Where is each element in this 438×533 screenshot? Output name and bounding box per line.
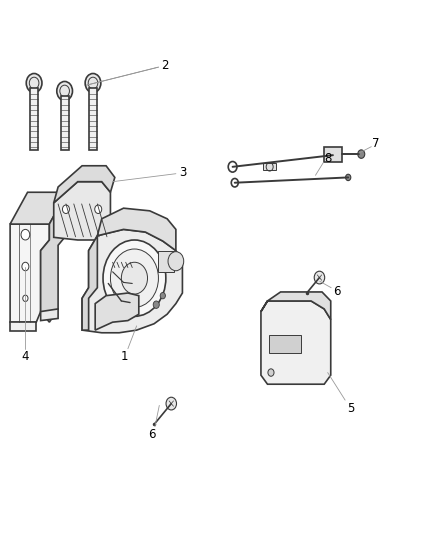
Polygon shape: [53, 182, 110, 240]
Circle shape: [121, 262, 147, 294]
Text: 4: 4: [21, 350, 29, 363]
Polygon shape: [323, 147, 341, 161]
Polygon shape: [30, 88, 38, 150]
Text: 1: 1: [120, 350, 128, 363]
Circle shape: [314, 271, 324, 284]
Text: 8: 8: [323, 152, 331, 165]
Polygon shape: [262, 163, 276, 170]
Circle shape: [103, 240, 166, 317]
Polygon shape: [10, 224, 49, 322]
Polygon shape: [60, 96, 68, 150]
Polygon shape: [53, 166, 115, 203]
Polygon shape: [95, 293, 138, 330]
Circle shape: [153, 301, 159, 309]
Polygon shape: [10, 192, 67, 224]
Circle shape: [62, 205, 69, 214]
Text: 3: 3: [178, 166, 186, 179]
Polygon shape: [41, 192, 67, 322]
Circle shape: [110, 249, 158, 308]
Circle shape: [57, 82, 72, 101]
Polygon shape: [89, 88, 97, 150]
Circle shape: [357, 150, 364, 158]
Circle shape: [166, 397, 176, 410]
Polygon shape: [158, 251, 173, 272]
Circle shape: [26, 74, 42, 93]
Circle shape: [95, 205, 102, 214]
Polygon shape: [82, 236, 97, 330]
Text: 5: 5: [346, 402, 353, 415]
Circle shape: [85, 74, 101, 93]
Polygon shape: [97, 208, 176, 251]
Text: 7: 7: [371, 137, 378, 150]
Polygon shape: [260, 301, 330, 384]
Circle shape: [22, 262, 29, 271]
Text: 2: 2: [161, 59, 168, 71]
Text: 6: 6: [148, 427, 155, 441]
Text: 6: 6: [332, 286, 339, 298]
Circle shape: [168, 252, 184, 271]
Circle shape: [267, 369, 273, 376]
Circle shape: [160, 293, 165, 299]
Polygon shape: [268, 335, 300, 353]
Polygon shape: [260, 292, 330, 319]
Circle shape: [345, 174, 350, 181]
Polygon shape: [41, 309, 58, 320]
Circle shape: [23, 295, 28, 302]
Polygon shape: [82, 229, 182, 333]
Circle shape: [21, 229, 30, 240]
Polygon shape: [10, 322, 36, 331]
